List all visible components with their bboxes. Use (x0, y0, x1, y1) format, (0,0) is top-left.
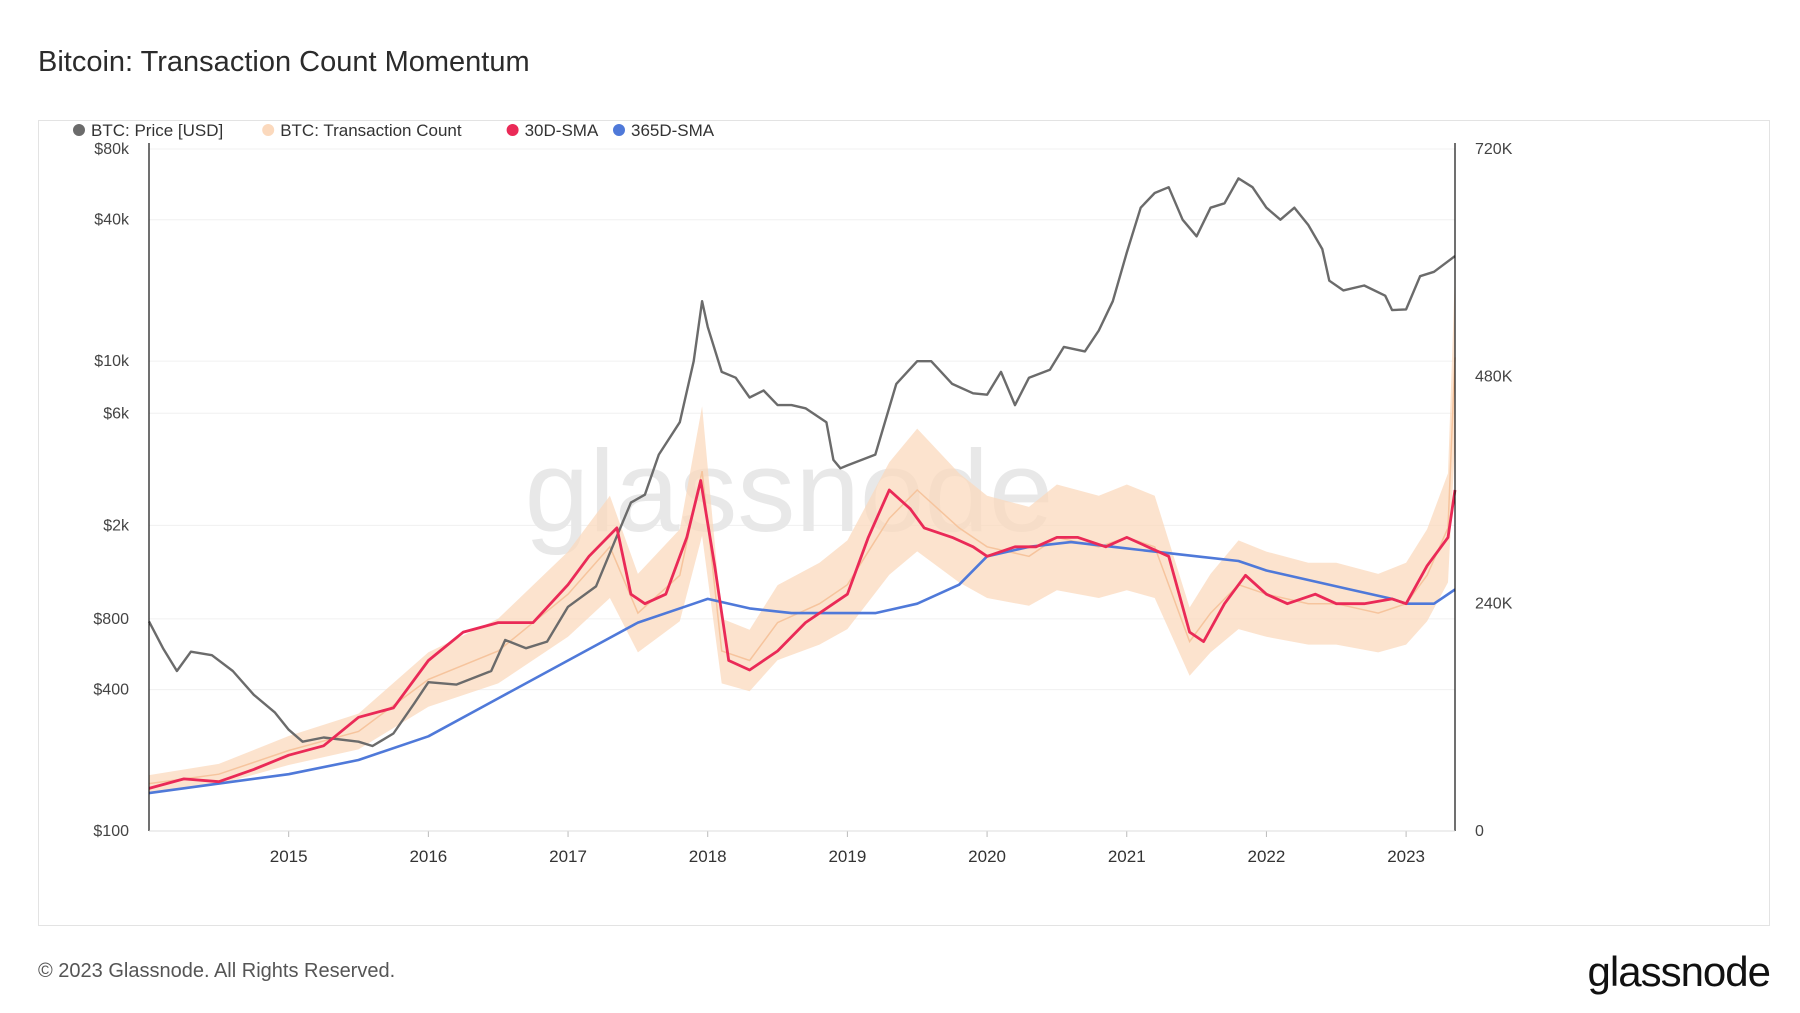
legend-label: 30D-SMA (525, 121, 599, 140)
legend-marker (73, 124, 85, 136)
y-left-tick-label: $40k (94, 212, 130, 229)
series-layer (147, 177, 1457, 795)
y-left-tick-label: $100 (93, 823, 129, 840)
x-tick-label: 2023 (1387, 847, 1425, 866)
series-tx-count-band (149, 272, 1455, 793)
y-left-tick-label: $80k (94, 141, 130, 158)
y-left-tick-label: $400 (93, 682, 129, 699)
legend-marker (262, 124, 275, 136)
x-tick-label: 2016 (409, 847, 447, 866)
x-tick-label: 2019 (828, 847, 866, 866)
brand-logo: glassnode (1587, 948, 1771, 995)
x-tick-label: 2021 (1108, 847, 1146, 866)
y-right-tick-label: 0 (1475, 823, 1484, 840)
x-tick-label: 2022 (1248, 847, 1286, 866)
x-tick-label: 2018 (689, 847, 727, 866)
y-left-tick-label: $800 (93, 611, 129, 628)
y-left-tick-label: $2k (103, 517, 130, 534)
legend-marker (506, 124, 519, 136)
x-tick-label: 2015 (270, 847, 308, 866)
legend-label: BTC: Transaction Count (280, 121, 462, 140)
y-right-tick-label: 480K (1475, 368, 1513, 385)
legend: BTC: Price [USD] BTC: Transaction Count 30… (73, 121, 715, 140)
legend-label: BTC: Price [USD] (91, 121, 223, 140)
x-tick-label: 2017 (549, 847, 587, 866)
legend-marker (613, 124, 625, 136)
x-tick-label: 2020 (968, 847, 1006, 866)
y-right-tick-label: 720K (1475, 141, 1513, 158)
chart-svg: glassnode $100$400$800$2k$6k$10k$40k$80k… (73, 121, 1513, 866)
series-tx-count-line (148, 357, 1456, 785)
y-right-tick-label: 240K (1475, 596, 1513, 613)
y-left-tick-label: $10k (94, 353, 130, 370)
series-sma30-line (148, 479, 1457, 790)
chart-panel: glassnode $100 $400 $800 $2k $6k $10k $40k $80k… (38, 120, 1770, 926)
axes: $100 $400 $800 $2k $6k $10k $40k $80k 0 240K 480K 7… (93, 141, 1512, 866)
chart-title: Bitcoin: Transaction Count Momentum (38, 46, 530, 78)
series-sma365-line (148, 540, 1456, 795)
legend-label: 365D-SMA (631, 121, 715, 140)
y-left-tick-label: $6k (103, 405, 130, 422)
copyright-footer: © 2023 Glassnode. All Rights Reserved. (38, 960, 396, 982)
series-price-line (147, 177, 1456, 748)
